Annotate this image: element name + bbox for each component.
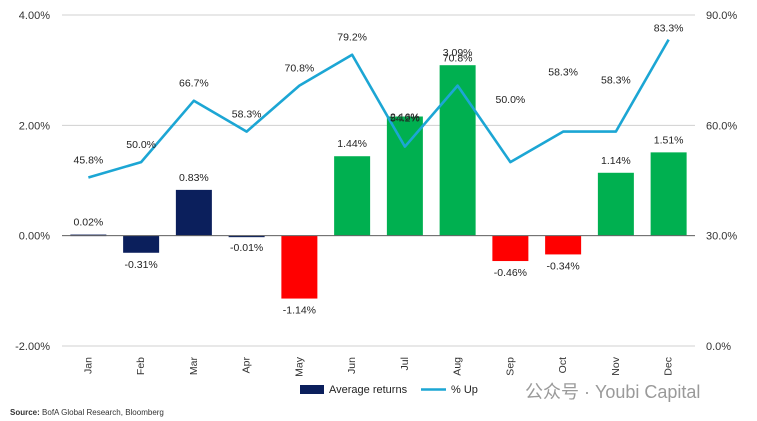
line-pct-up: [88, 38, 670, 179]
y-right-tick-label: 60.0%: [706, 120, 737, 132]
bar-mar: [175, 189, 212, 236]
bar-data-label: 2.16%: [390, 112, 420, 124]
line-data-label: 58.3%: [601, 75, 631, 87]
x-tick-label: Nov: [610, 356, 622, 375]
line-data-label: 83.3%: [654, 23, 684, 35]
bar-data-label: 1.51%: [654, 134, 684, 146]
bar-jun: [334, 156, 371, 236]
line-data-label: 58.3%: [548, 67, 578, 79]
line-data-label: 58.3%: [232, 109, 262, 121]
line-data-label: 79.2%: [337, 32, 367, 44]
bar-data-label: -1.14%: [283, 305, 316, 317]
x-tick-label: Dec: [663, 357, 675, 376]
y-left-tick-label: 0.00%: [19, 231, 50, 243]
source-text: BofA Global Research, Bloomberg: [42, 408, 164, 417]
bar-dec: [650, 152, 687, 236]
bar-oct: [545, 235, 582, 255]
bar-data-label: 3.09%: [443, 47, 473, 59]
y-right-tick-label: 0.0%: [706, 341, 731, 353]
bar-data-label: 1.44%: [337, 138, 367, 150]
line-data-label: 66.7%: [179, 78, 209, 90]
line-data-label: 45.8%: [73, 155, 103, 167]
x-tick-label: Oct: [557, 357, 569, 373]
x-tick-label: Jan: [82, 357, 94, 374]
watermark-text: 公众号 · Youbi Capital: [525, 382, 700, 402]
y-left-tick-label: 4.00%: [19, 10, 50, 22]
y-left-tick-label: -2.00%: [15, 341, 50, 353]
bar-feb: [123, 235, 160, 253]
y-right-tick-label: 30.0%: [706, 231, 737, 243]
y-left-tick-label: 2.00%: [19, 120, 50, 132]
line-data-label: 50.0%: [126, 139, 156, 151]
x-tick-label: Jul: [399, 357, 411, 370]
line-data-label: 50.0%: [495, 94, 525, 106]
x-tick-label: May: [293, 356, 305, 377]
bar-sep: [492, 235, 529, 262]
source-note: Source: BofA Global Research, Bloomberg: [10, 408, 164, 417]
bar-apr: [228, 235, 265, 238]
bar-jul: [386, 116, 423, 236]
line-data-label: 70.8%: [443, 53, 473, 65]
x-tick-label: Feb: [135, 357, 147, 375]
bar-data-label: 0.02%: [73, 217, 103, 229]
line-data-label: 54.2%: [390, 113, 420, 125]
bar-data-label: -0.01%: [230, 242, 263, 254]
x-tick-label: Aug: [452, 357, 464, 376]
bar-data-label: -0.46%: [494, 267, 527, 279]
bar-aug: [439, 65, 476, 236]
bar-data-label: 0.83%: [179, 172, 209, 184]
bar-data-label: -0.31%: [124, 259, 157, 271]
x-tick-label: Jun: [346, 357, 358, 374]
x-tick-label: Sep: [504, 357, 516, 376]
line-data-label: 70.8%: [284, 63, 314, 75]
source-label: Source:: [10, 408, 40, 417]
bar-data-label: -0.34%: [546, 260, 579, 272]
legend-swatch-average-returns: [300, 385, 324, 394]
legend-label-average-returns: Average returns: [329, 384, 408, 396]
x-tick-label: Mar: [188, 357, 200, 376]
x-tick-label: Apr: [241, 357, 253, 374]
bar-data-label: 1.14%: [601, 155, 631, 167]
bar-nov: [597, 172, 634, 236]
bar-may: [281, 235, 318, 299]
legend-label-pct-up: % Up: [451, 384, 478, 396]
y-right-tick-label: 90.0%: [706, 10, 737, 22]
